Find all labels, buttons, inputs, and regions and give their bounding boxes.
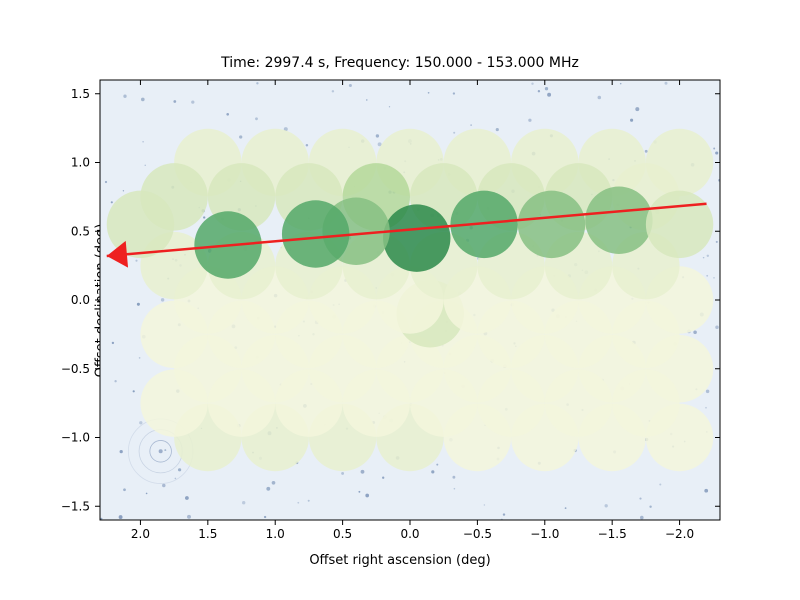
figure: Time: 2997.4 s, Frequency: 150.000 - 153… bbox=[0, 0, 800, 600]
y-tick-label: 0.0 bbox=[71, 293, 90, 307]
x-tick-label: −1.5 bbox=[598, 527, 627, 541]
beam-circle bbox=[208, 369, 275, 436]
y-tick-label: 0.5 bbox=[71, 224, 90, 238]
beam-circle bbox=[612, 369, 679, 436]
y-tick-label: 1.5 bbox=[71, 87, 90, 101]
x-tick-label: 1.0 bbox=[266, 527, 285, 541]
beam-circle bbox=[646, 191, 713, 258]
y-tick-label: 1.0 bbox=[71, 156, 90, 170]
x-tick-label: −2.0 bbox=[665, 527, 694, 541]
beam-circles bbox=[107, 129, 714, 471]
x-tick-label: 1.5 bbox=[198, 527, 217, 541]
beam-circle bbox=[477, 369, 544, 436]
y-tick-label: −1.5 bbox=[61, 499, 90, 513]
x-tick-label: −1.0 bbox=[530, 527, 559, 541]
beam-circle bbox=[410, 369, 477, 436]
y-tick-label: −0.5 bbox=[61, 362, 90, 376]
beam-circle bbox=[383, 204, 450, 271]
x-tick-label: 0.5 bbox=[333, 527, 352, 541]
beam-circle bbox=[140, 369, 207, 436]
beam-circle bbox=[343, 369, 410, 436]
x-tick-label: 0.0 bbox=[400, 527, 419, 541]
beam-circle bbox=[282, 200, 349, 267]
x-tick-label: −0.5 bbox=[463, 527, 492, 541]
x-tick-label: 2.0 bbox=[131, 527, 150, 541]
beam-circle bbox=[518, 191, 585, 258]
beam-circle bbox=[545, 369, 612, 436]
plot-area: 2.0 1.5 1.0 0.5 0.0 −0.5 −1.0 −1.5 −2.0 −1.5 −1.0 −… bbox=[0, 0, 800, 600]
beam-circle bbox=[585, 187, 652, 254]
beam-circle bbox=[275, 369, 342, 436]
y-tick-label: −1.0 bbox=[61, 431, 90, 445]
